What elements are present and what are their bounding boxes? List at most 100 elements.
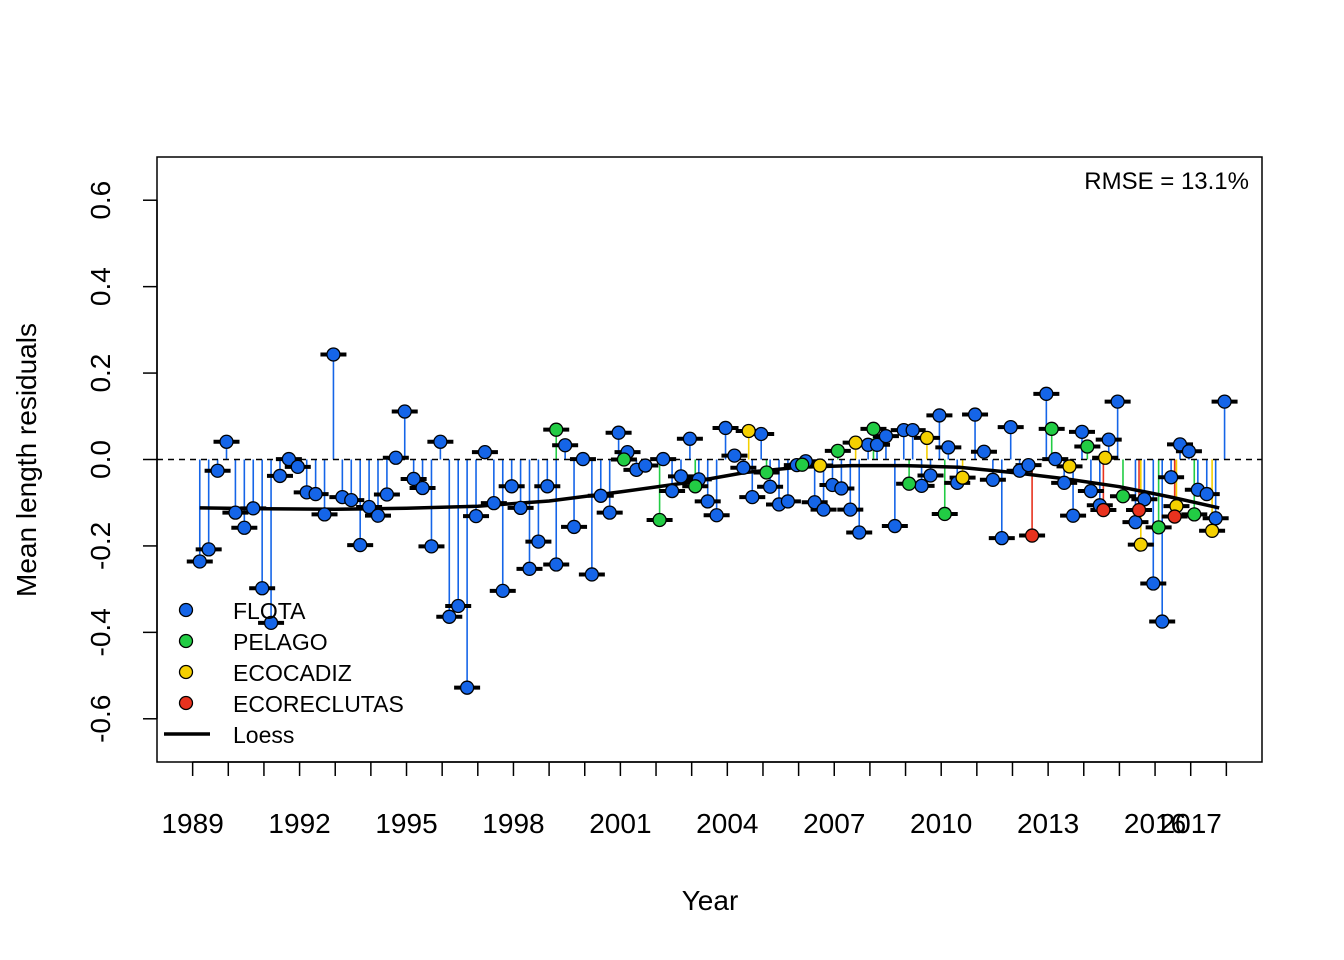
point-flota xyxy=(1039,386,1054,401)
point-ecoreclutas xyxy=(1131,502,1147,518)
point-flota xyxy=(388,450,403,465)
point-flota xyxy=(1199,486,1214,502)
y-tick-label: 0.4 xyxy=(85,267,116,306)
point-flota xyxy=(1128,515,1143,530)
point-flota xyxy=(762,479,778,494)
x-tick-label: 1992 xyxy=(268,808,330,839)
point-flota xyxy=(611,425,626,440)
point-flota xyxy=(736,460,751,475)
point-flota xyxy=(584,567,600,582)
point-flota xyxy=(727,448,742,463)
point-flota xyxy=(504,479,519,494)
point-flota xyxy=(433,434,448,449)
point-flota xyxy=(994,531,1009,546)
x-tick-label: 2001 xyxy=(589,808,651,839)
point-pelago xyxy=(1115,489,1131,504)
legend-label: Loess xyxy=(233,722,294,748)
point-flota xyxy=(486,495,501,511)
point-flota xyxy=(1021,457,1036,473)
point-pelago xyxy=(549,422,564,437)
point-ecocadiz xyxy=(848,435,863,450)
point-flota xyxy=(540,479,555,494)
point-flota xyxy=(272,468,288,484)
legend-swatch xyxy=(178,664,194,680)
point-ecocadiz xyxy=(812,458,828,473)
point-flota xyxy=(210,463,225,478)
point-flota xyxy=(745,489,760,505)
point-pelago xyxy=(652,512,667,528)
point-flota xyxy=(451,598,466,614)
point-flota xyxy=(557,438,573,453)
point-flota xyxy=(575,451,591,467)
legend: FLOTA PELAGO ECOCADIZ ECORECLUTAS Loess xyxy=(164,598,404,748)
point-flota xyxy=(923,468,938,483)
point-flota xyxy=(700,494,715,509)
point-flota xyxy=(932,408,947,423)
point-flota xyxy=(1083,483,1099,499)
point-flota xyxy=(201,542,216,557)
point-flota xyxy=(852,525,867,540)
point-flota xyxy=(985,472,1001,487)
x-tick-label: 1995 xyxy=(375,808,437,839)
point-pelago xyxy=(1044,421,1059,436)
x-tick-label: 2017 xyxy=(1160,808,1222,839)
point-flota xyxy=(495,583,510,599)
point-pelago xyxy=(901,476,917,491)
point-ecocadiz xyxy=(1098,450,1113,465)
point-pelago xyxy=(1187,507,1202,522)
point-flota xyxy=(1048,451,1063,467)
point-flota xyxy=(682,431,698,446)
point-flota xyxy=(308,486,323,502)
y-tick-label: 0.6 xyxy=(85,181,116,220)
point-flota xyxy=(1110,394,1125,409)
point-flota xyxy=(344,492,359,508)
point-ecocadiz xyxy=(741,423,756,439)
point-flota xyxy=(353,537,368,553)
point-flota xyxy=(638,458,653,473)
point-flota xyxy=(914,478,929,494)
point-flota xyxy=(673,469,689,484)
legend-label: PELAGO xyxy=(233,629,328,655)
point-flota xyxy=(459,680,475,695)
x-tick-label: 2007 xyxy=(803,808,865,839)
y-tick-label: -0.6 xyxy=(85,695,116,743)
point-flota xyxy=(718,420,733,436)
point-flota xyxy=(290,459,305,474)
point-flota xyxy=(406,471,421,487)
point-flota xyxy=(1057,475,1072,490)
point-flota xyxy=(237,520,252,535)
legend-swatch xyxy=(178,633,194,649)
point-pelago xyxy=(759,465,774,480)
legend-swatch xyxy=(178,602,194,618)
point-flota xyxy=(816,502,831,517)
y-axis: -0.6 -0.4 -0.2 0.0 0.2 0.4 0.6 xyxy=(85,181,158,743)
point-flota xyxy=(1101,432,1116,447)
point-flota xyxy=(397,404,412,419)
point-flota xyxy=(246,501,261,516)
point-flota xyxy=(219,434,234,449)
point-flota xyxy=(566,519,582,535)
x-tick-label: 2013 xyxy=(1017,808,1079,839)
point-pelago xyxy=(795,457,810,472)
point-ecoreclutas xyxy=(1024,528,1040,543)
point-flota xyxy=(834,481,849,496)
point-flota xyxy=(255,581,270,596)
point-pelago xyxy=(688,479,703,494)
point-flota xyxy=(468,508,484,524)
x-tick-label: 2016 xyxy=(1124,808,1186,839)
point-pelago xyxy=(1080,439,1095,454)
legend-label: ECORECLUTAS xyxy=(233,691,404,717)
x-tick-label: 2010 xyxy=(910,808,972,839)
point-flota xyxy=(593,488,608,503)
point-flota xyxy=(602,505,617,520)
point-flota xyxy=(1074,424,1090,439)
point-flota xyxy=(228,505,243,520)
x-tick-label: 2004 xyxy=(696,808,758,839)
x-tick-label: 1989 xyxy=(161,808,223,839)
x-axis-bar-marks xyxy=(186,352,1238,690)
point-flota xyxy=(869,437,885,452)
point-flota xyxy=(513,500,528,516)
point-flota xyxy=(415,480,430,496)
point-flota xyxy=(326,347,341,362)
